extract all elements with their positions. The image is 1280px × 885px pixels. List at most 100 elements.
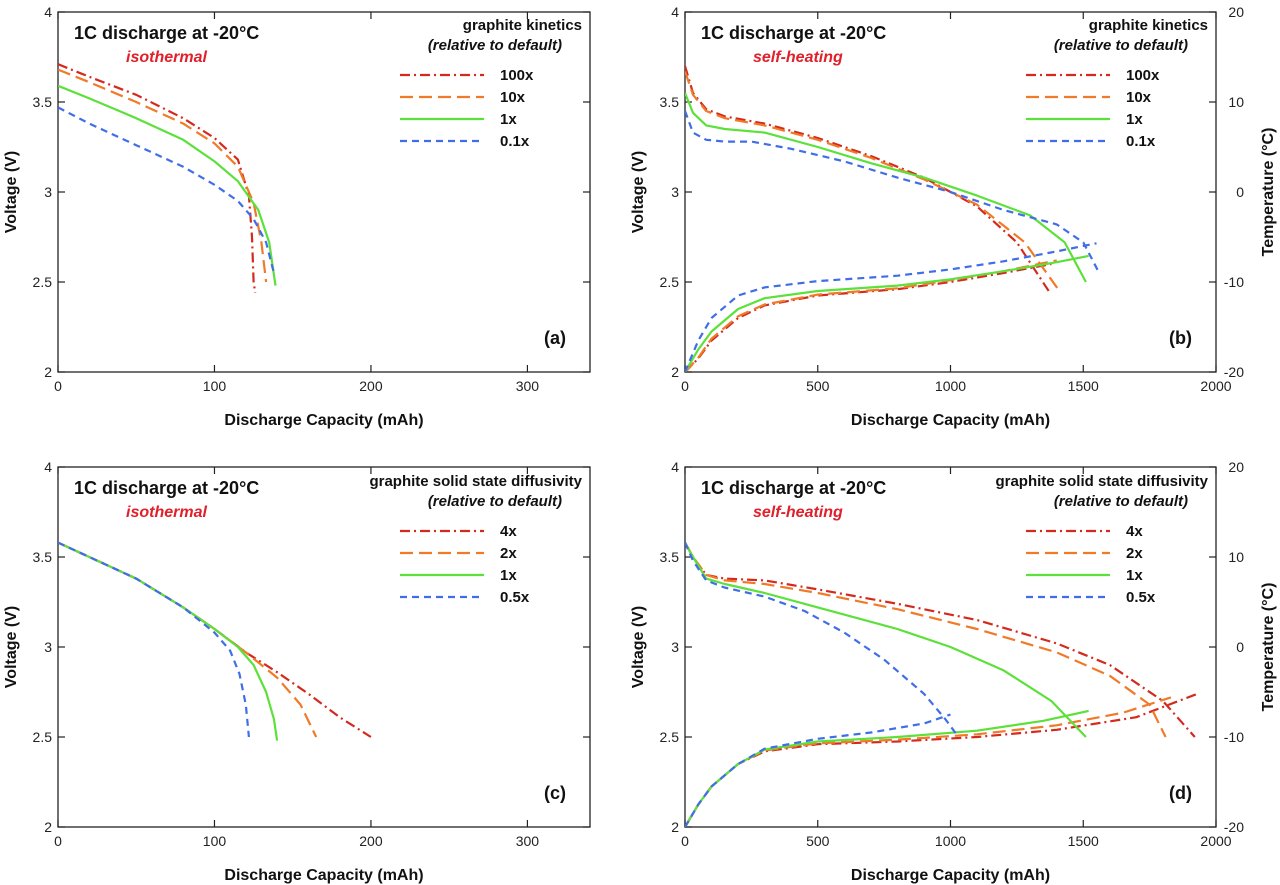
temperature-line-10x — [685, 259, 1057, 372]
voltage-line-2x — [685, 542, 1167, 738]
panel-title: 1C discharge at -20°C — [74, 23, 259, 43]
legend-subtitle: (relative to default) — [1054, 493, 1188, 510]
temperature-line-2x — [685, 696, 1172, 827]
y-tick-label: 3 — [44, 639, 52, 655]
legend-entry: 0.1x — [500, 133, 530, 150]
x-tick-label: 0 — [54, 378, 62, 394]
y2-tick-label: -10 — [1224, 274, 1244, 290]
voltage-line-4x — [685, 542, 1196, 738]
legend-subtitle: (relative to default) — [428, 493, 562, 510]
x-axis-label: Discharge Capacity (mAh) — [851, 867, 1050, 884]
y-tick-label: 2.5 — [33, 274, 53, 290]
series-group — [685, 542, 1198, 827]
y-tick-label: 2 — [671, 819, 679, 835]
y-tick-label: 4 — [44, 4, 52, 20]
y-tick-label: 4 — [44, 459, 52, 475]
legend-entry: 0.1x — [1126, 133, 1156, 150]
y-tick-label: 3 — [671, 184, 679, 200]
x-tick-label: 100 — [203, 833, 227, 849]
voltage-line-0.1x — [685, 110, 1101, 274]
y2-tick-label: 0 — [1236, 639, 1244, 655]
y-axis-label: Voltage (V) — [630, 151, 647, 233]
y-tick-label: 2.5 — [33, 729, 53, 745]
x-axis-label: Discharge Capacity (mAh) — [224, 867, 423, 884]
y-tick-label: 2.5 — [660, 729, 680, 745]
legend-entry: 1x — [1126, 567, 1143, 584]
voltage-line-100x — [685, 65, 1050, 292]
voltage-line-0.5x — [58, 541, 250, 738]
legend-entry: 4x — [500, 523, 517, 540]
y-tick-label: 3.5 — [33, 94, 53, 110]
panel-mode: isothermal — [126, 49, 207, 66]
y-axis-label: Voltage (V) — [630, 606, 647, 688]
plot-frame — [57, 11, 591, 373]
chart-panel-d: 0 500 1000 1500 2000 2 2.5 3 3.5 4 -20 -10 0 10 20 Disc… — [630, 459, 1277, 884]
y-tick-label: 2 — [44, 819, 52, 835]
y-axis-label: Voltage (V) — [3, 151, 20, 233]
x-tick-label: 0 — [681, 378, 689, 394]
panel-label: (a) — [544, 328, 566, 348]
series-group — [685, 65, 1101, 372]
legend-entry: 10x — [1126, 89, 1152, 106]
y-axis-label: Voltage (V) — [3, 606, 20, 688]
y2-tick-label: 20 — [1228, 4, 1244, 20]
x-tick-label: 2000 — [1200, 833, 1231, 849]
panel-title: 1C discharge at -20°C — [74, 478, 259, 498]
y2-tick-label: -20 — [1224, 364, 1244, 380]
legend: graphite solid state diffusivity (relativ… — [369, 473, 582, 606]
voltage-line-4x — [58, 541, 372, 738]
y2-tick-label: 10 — [1228, 94, 1244, 110]
x-tick-label: 100 — [203, 378, 227, 394]
legend: graphite solid state diffusivity (relativ… — [995, 473, 1208, 606]
x-axis-label: Discharge Capacity (mAh) — [851, 412, 1050, 429]
y2-tick-label: 20 — [1228, 459, 1244, 475]
panel-label: (d) — [1169, 783, 1192, 803]
voltage-line-0.5x — [685, 542, 960, 738]
legend-entry: 100x — [1126, 67, 1160, 84]
y2-tick-label: -20 — [1224, 819, 1244, 835]
legend-entry: 4x — [1126, 523, 1143, 540]
y2-tick-label: -10 — [1224, 729, 1244, 745]
chart-panel-b: 0 500 1000 1500 2000 2 2.5 3 3.5 4 -20 -10 0 10 20 Disc… — [630, 4, 1277, 429]
legend-entry: 1x — [1126, 111, 1143, 128]
plot-frame — [57, 466, 591, 828]
legend-entry: 2x — [1126, 545, 1143, 562]
temperature-line-1x — [685, 709, 1089, 827]
panel-mode: self-heating — [753, 49, 843, 66]
legend-entry: 1x — [500, 111, 517, 128]
temperature-line-0.5x — [685, 713, 951, 827]
voltage-line-0.1x — [58, 106, 275, 274]
legend-entry: 0.5x — [500, 589, 530, 606]
legend-entry: 10x — [500, 89, 526, 106]
x-tick-label: 1500 — [1068, 833, 1099, 849]
panel-label: (b) — [1169, 328, 1192, 348]
y-tick-label: 4 — [671, 4, 679, 20]
x-tick-label: 500 — [806, 833, 830, 849]
y-tick-label: 3 — [671, 639, 679, 655]
chart-panel-a: 0 100 200 300 2 2.5 3 3.5 4 Discharge Capacity (m… — [3, 4, 591, 429]
x-tick-label: 500 — [806, 378, 830, 394]
legend-subtitle: (relative to default) — [428, 37, 562, 54]
y2-axis-label: Temperature (°C) — [1260, 128, 1277, 257]
legend-entry: 0.5x — [1126, 589, 1156, 606]
legend-subtitle: (relative to default) — [1054, 37, 1188, 54]
x-axis-label: Discharge Capacity (mAh) — [224, 412, 423, 429]
y-tick-label: 4 — [671, 459, 679, 475]
legend-title: graphite kinetics — [1089, 17, 1208, 34]
voltage-line-1x — [58, 541, 279, 741]
y2-axis-label: Temperature (°C) — [1260, 583, 1277, 712]
legend: graphite kinetics (relative to default) 10… — [1026, 17, 1208, 150]
legend-entry: 2x — [500, 545, 517, 562]
y2-tick-label: 0 — [1236, 184, 1244, 200]
legend-entry: 1x — [500, 567, 517, 584]
voltage-line-10x — [58, 68, 268, 283]
series-group — [58, 63, 277, 293]
panel-mode: isothermal — [126, 504, 207, 521]
legend: graphite kinetics (relative to default) 10… — [400, 17, 582, 150]
panel-mode: self-heating — [753, 504, 843, 521]
y-tick-label: 3 — [44, 184, 52, 200]
y2-tick-label: 10 — [1228, 549, 1244, 565]
voltage-line-100x — [58, 63, 257, 293]
voltage-line-10x — [685, 71, 1061, 292]
